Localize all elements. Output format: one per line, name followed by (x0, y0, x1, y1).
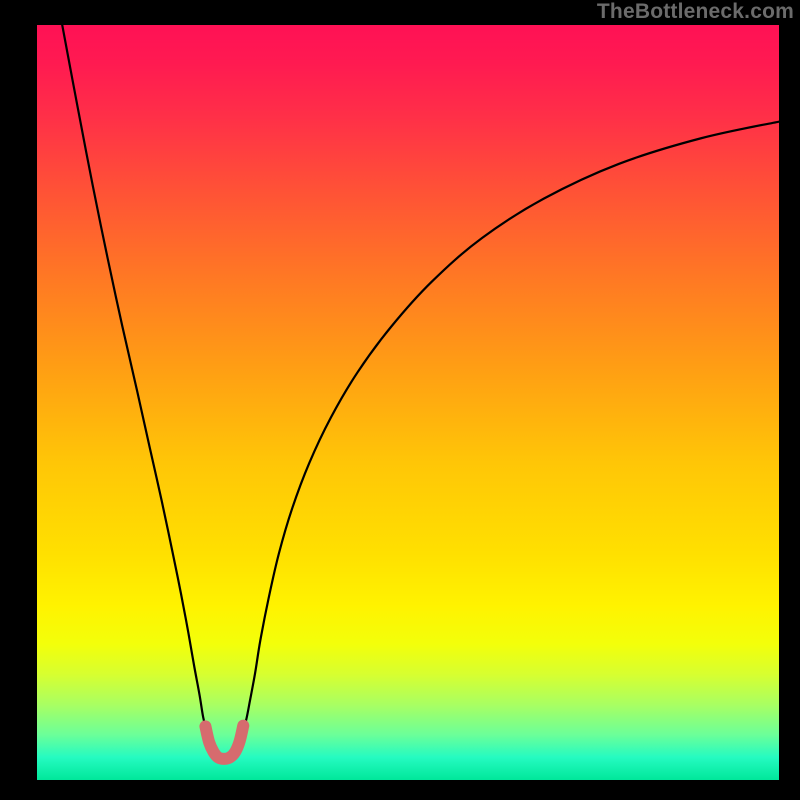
chart-svg (37, 25, 779, 780)
plot-area (37, 25, 779, 780)
watermark-text: TheBottleneck.com (597, 0, 794, 24)
gradient-background (37, 25, 779, 780)
image-container: TheBottleneck.com (0, 0, 800, 800)
